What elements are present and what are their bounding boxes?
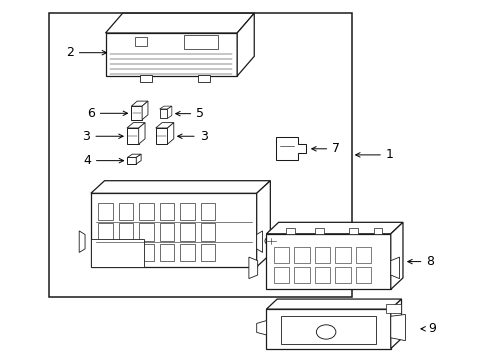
Bar	[314, 247, 330, 263]
Text: 7: 7	[311, 142, 340, 155]
Bar	[200, 244, 215, 261]
Bar	[200, 224, 215, 240]
Bar	[159, 203, 174, 220]
Polygon shape	[276, 137, 306, 160]
Polygon shape	[256, 320, 266, 335]
Polygon shape	[156, 123, 173, 128]
Bar	[334, 267, 350, 283]
Polygon shape	[136, 154, 141, 164]
Bar	[159, 244, 174, 261]
Bar	[198, 75, 210, 82]
Polygon shape	[266, 299, 401, 309]
Bar	[119, 203, 133, 220]
Text: 9: 9	[420, 322, 435, 335]
Polygon shape	[142, 101, 148, 120]
Polygon shape	[390, 257, 399, 279]
Bar	[140, 75, 152, 82]
Polygon shape	[127, 123, 145, 128]
Polygon shape	[105, 13, 254, 33]
Bar	[273, 247, 289, 263]
Polygon shape	[127, 154, 141, 157]
Bar	[183, 35, 217, 49]
Polygon shape	[91, 181, 270, 193]
Bar	[91, 193, 256, 267]
Bar	[294, 247, 309, 263]
Bar	[180, 203, 194, 220]
Polygon shape	[105, 33, 237, 76]
Bar	[385, 304, 400, 313]
Polygon shape	[256, 181, 270, 267]
Bar	[91, 239, 143, 267]
Circle shape	[264, 236, 277, 246]
Bar	[266, 309, 390, 348]
Bar	[127, 157, 136, 164]
Polygon shape	[139, 123, 145, 144]
Text: 8: 8	[407, 255, 433, 268]
Text: 2: 2	[66, 46, 106, 59]
Bar	[180, 224, 194, 240]
Bar	[119, 244, 133, 261]
Bar	[119, 224, 133, 240]
Bar	[273, 267, 289, 283]
Bar	[334, 247, 350, 263]
Polygon shape	[390, 222, 402, 289]
Bar	[159, 109, 167, 118]
Bar	[98, 244, 113, 261]
Polygon shape	[248, 257, 257, 279]
Polygon shape	[159, 106, 171, 109]
Bar	[285, 228, 294, 234]
Polygon shape	[390, 315, 405, 341]
Bar	[139, 224, 154, 240]
Polygon shape	[390, 299, 401, 348]
Bar	[49, 13, 351, 297]
Text: 4: 4	[83, 154, 123, 167]
Text: 6: 6	[87, 107, 127, 120]
Bar	[314, 267, 330, 283]
Bar	[135, 37, 147, 45]
Polygon shape	[167, 106, 171, 118]
Bar	[156, 128, 167, 144]
Bar	[127, 128, 139, 144]
Bar	[348, 228, 357, 234]
Bar	[159, 224, 174, 240]
Polygon shape	[237, 13, 254, 76]
Circle shape	[316, 325, 335, 339]
Text: 5: 5	[175, 107, 204, 120]
Bar	[355, 247, 370, 263]
Bar	[315, 228, 324, 234]
Bar	[373, 228, 382, 234]
Bar	[266, 234, 390, 289]
Bar	[131, 106, 142, 120]
Polygon shape	[131, 101, 148, 106]
Polygon shape	[167, 123, 173, 144]
Bar	[200, 203, 215, 220]
Bar	[139, 203, 154, 220]
Text: 3: 3	[177, 130, 207, 143]
Polygon shape	[256, 231, 262, 252]
Text: 1: 1	[355, 148, 393, 161]
Text: 3: 3	[82, 130, 123, 143]
Bar	[98, 203, 113, 220]
Bar	[139, 244, 154, 261]
Bar	[281, 316, 375, 344]
Bar	[355, 267, 370, 283]
Bar	[98, 224, 113, 240]
Bar	[180, 244, 194, 261]
Bar	[294, 267, 309, 283]
Polygon shape	[266, 222, 402, 234]
Polygon shape	[79, 231, 85, 252]
